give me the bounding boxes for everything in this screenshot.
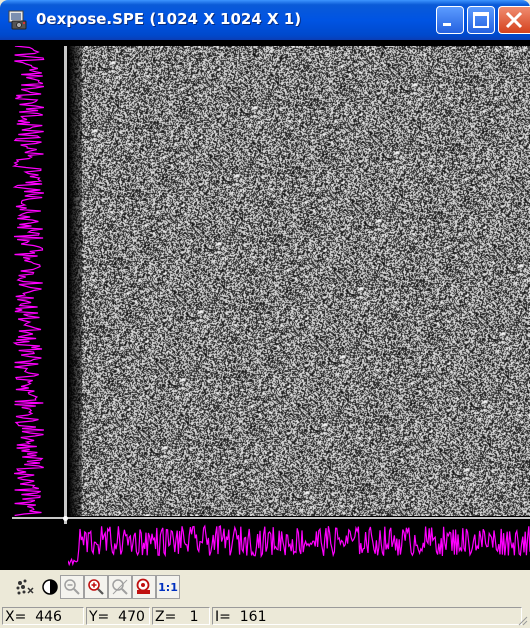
zoom-1to1-icon: 1:1: [158, 580, 178, 594]
vertical-profile-trace: [12, 46, 45, 516]
cursor-crosshair[interactable]: [63, 516, 68, 521]
zoom-in-button[interactable]: [84, 575, 108, 599]
horizontal-profile-plot: [68, 524, 530, 567]
region-of-interest-icon: [136, 578, 150, 594]
minimize-icon: [443, 23, 451, 26]
contrast-icon: [42, 579, 58, 595]
status-z: Z= 1: [152, 607, 210, 625]
status-x: X= 446: [2, 607, 84, 625]
zoom-out-button[interactable]: [60, 575, 84, 599]
title-bar[interactable]: 0expose.SPE (1024 X 1024 X 1): [0, 0, 530, 40]
horizontal-profile-trace: [68, 524, 530, 567]
resize-grip-icon[interactable]: [516, 614, 528, 626]
close-button[interactable]: [498, 6, 530, 34]
horizontal-cursor-line[interactable]: [12, 517, 530, 519]
vertical-profile-plot: [12, 46, 45, 516]
minimize-button[interactable]: [436, 6, 464, 34]
zoom-in-icon: [88, 579, 104, 595]
maximize-button[interactable]: [467, 6, 495, 34]
image-display[interactable]: [68, 46, 530, 516]
close-icon: [505, 11, 523, 29]
cursor-mode-button[interactable]: [12, 575, 36, 599]
zoom-region-icon: [112, 579, 128, 595]
contrast-button[interactable]: [38, 575, 62, 599]
status-bar: X= 446 Y= 470 Z= 1 I= 161: [0, 604, 530, 628]
zoom-out-icon: [64, 579, 80, 595]
status-intensity: I= 161: [212, 607, 522, 625]
zoom-1to1-button[interactable]: 1:1: [156, 575, 180, 599]
status-y: Y= 470: [86, 607, 150, 625]
window-title: 0expose.SPE (1024 X 1024 X 1): [36, 10, 302, 28]
camera-icon: [8, 10, 27, 30]
region-of-interest-button[interactable]: [132, 575, 156, 599]
vertical-cursor-line[interactable]: [64, 46, 67, 524]
cursor-mode-icon: [16, 579, 34, 595]
zoom-region-button[interactable]: [108, 575, 132, 599]
image-toolbar: 1:1: [0, 570, 530, 604]
maximize-icon: [473, 12, 489, 28]
